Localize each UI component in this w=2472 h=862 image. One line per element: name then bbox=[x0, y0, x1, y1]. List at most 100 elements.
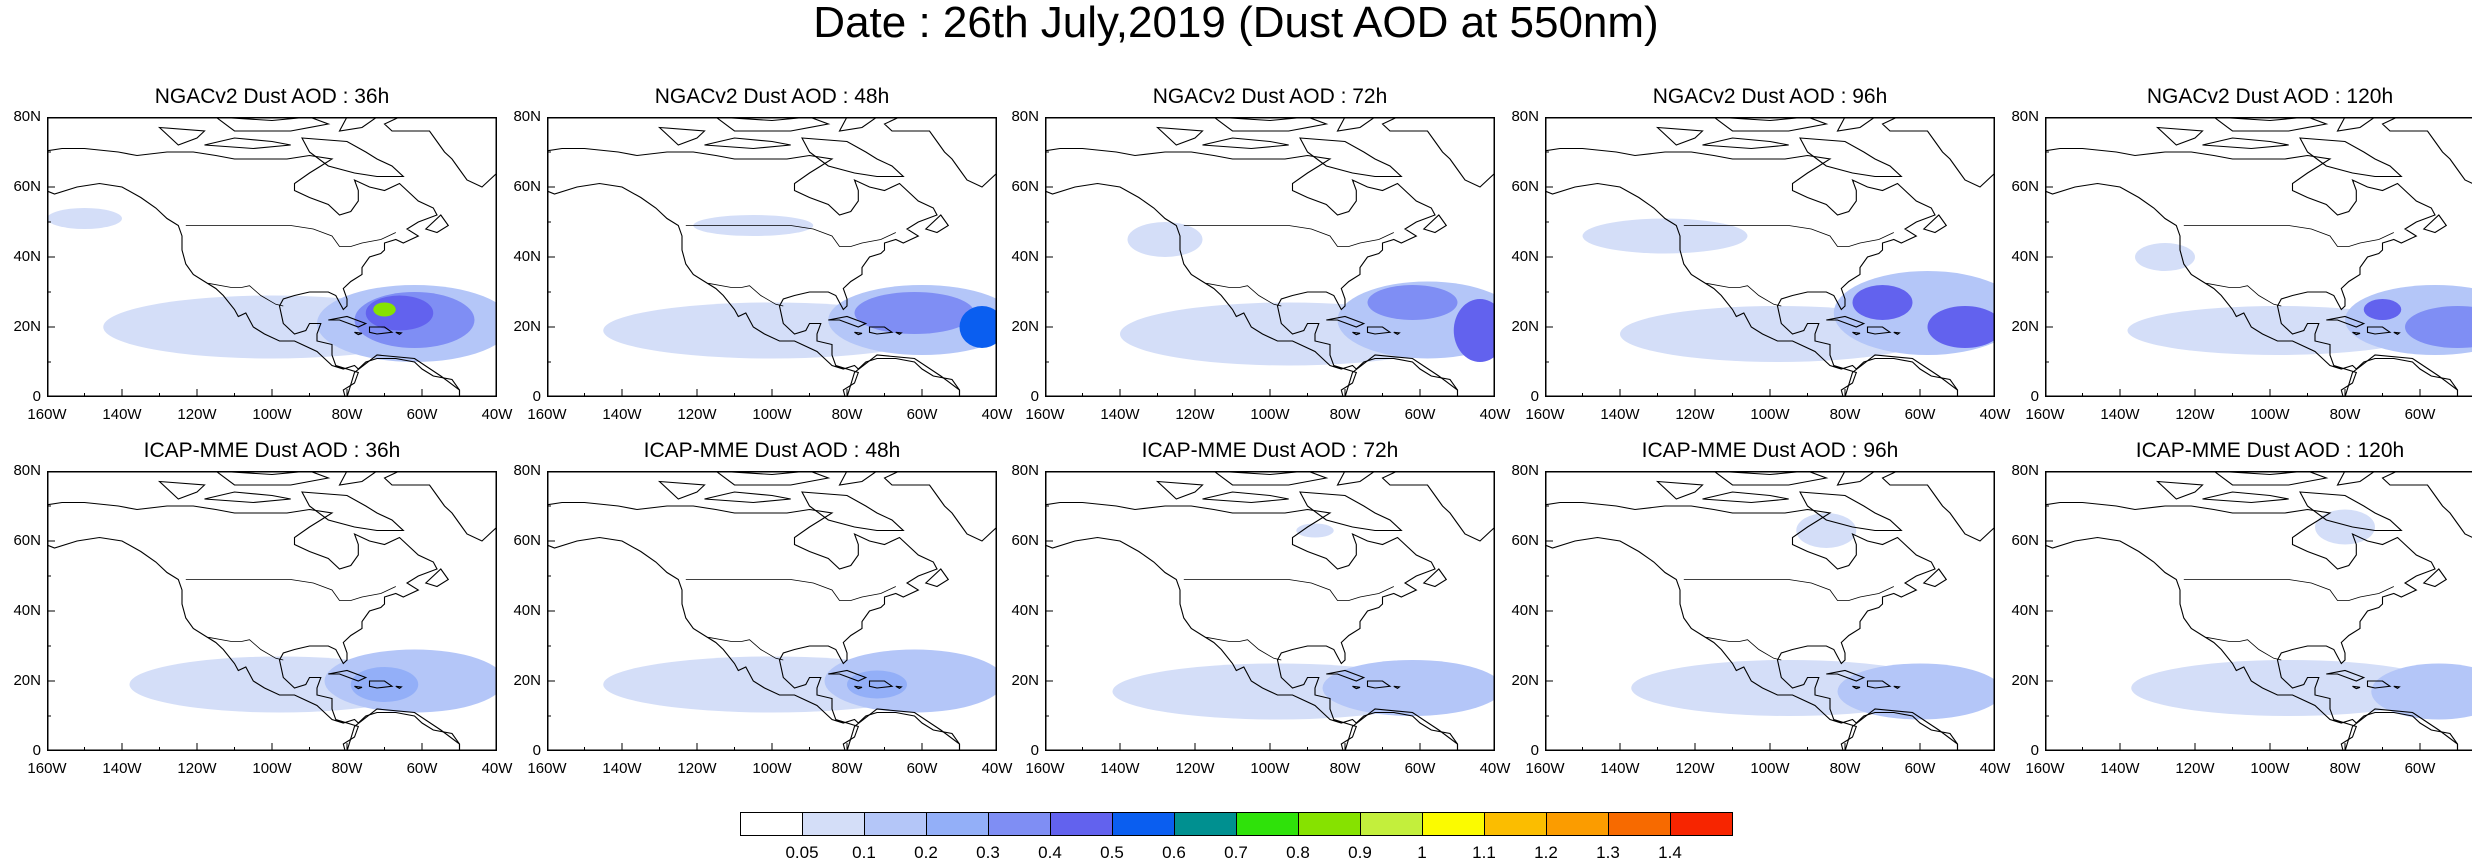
lat-label: 20N bbox=[13, 318, 41, 335]
country-border bbox=[185, 579, 396, 601]
country-border bbox=[1183, 579, 1394, 601]
coastline bbox=[1866, 680, 1892, 689]
map-panel: ICAP-MME Dust AOD : 72h 80N 60N 40N 20N 0 160W… bbox=[1011, 439, 1510, 777]
lat-label: 80N bbox=[1511, 108, 1539, 125]
coastline bbox=[2393, 685, 2401, 690]
dust-plume bbox=[1582, 218, 1748, 254]
lon-label: 140W bbox=[2100, 406, 2140, 423]
coastline bbox=[1866, 326, 1892, 335]
map-plot bbox=[1545, 117, 1995, 397]
colorbar-label: 0.05 bbox=[785, 843, 819, 862]
country-border bbox=[2206, 282, 2282, 307]
coastline bbox=[1381, 117, 1495, 188]
coastline bbox=[1799, 491, 1903, 532]
coastline bbox=[1702, 491, 1789, 504]
lon-label: 40W bbox=[981, 406, 1013, 423]
colorbar-swatch bbox=[1422, 812, 1485, 836]
coastline bbox=[801, 137, 905, 178]
lon-label: 80W bbox=[1829, 760, 1861, 777]
lat-label: 20N bbox=[1011, 318, 1039, 335]
lat-label: 20N bbox=[1011, 672, 1039, 689]
lon-label: 80W bbox=[831, 760, 863, 777]
map-panel: ICAP-MME Dust AOD : 48h 80N 60N 40N 20N 0 160W… bbox=[513, 439, 1012, 777]
coastline bbox=[2202, 491, 2289, 504]
lon-label: 140W bbox=[1600, 760, 1640, 777]
coastline bbox=[2299, 491, 2403, 532]
map-plot bbox=[47, 471, 497, 751]
panel-title: ICAP-MME Dust AOD : 72h bbox=[1141, 439, 1399, 462]
colorbar-label: 1 bbox=[1417, 843, 1427, 862]
coastline bbox=[1422, 568, 1448, 588]
coastline bbox=[2326, 315, 2366, 328]
coastline bbox=[846, 354, 961, 397]
coastline bbox=[1712, 117, 1829, 132]
dust-plume bbox=[373, 302, 396, 317]
coastline bbox=[1844, 354, 1959, 397]
coastline bbox=[1545, 501, 1959, 751]
coastline bbox=[895, 685, 903, 690]
lat-label: 60N bbox=[2011, 178, 2039, 195]
lat-label: 0 bbox=[1030, 742, 1039, 759]
country-border bbox=[1683, 579, 1894, 601]
country-border bbox=[185, 225, 396, 247]
coastline bbox=[47, 147, 461, 397]
coastline bbox=[395, 685, 403, 690]
lat-label: 0 bbox=[532, 742, 541, 759]
panel-title: NGACv2 Dust AOD : 120h bbox=[2146, 85, 2394, 108]
dust-plume bbox=[1296, 523, 1334, 538]
coastline bbox=[368, 680, 394, 689]
coastline-layer bbox=[547, 471, 997, 751]
coastline bbox=[1422, 214, 1448, 234]
lat-label: 60N bbox=[1511, 178, 1539, 195]
lat-label: 60N bbox=[513, 178, 541, 195]
coastline bbox=[868, 680, 894, 689]
coastline bbox=[2155, 126, 2204, 146]
dust-plume-layer bbox=[2131, 509, 2472, 720]
coastline bbox=[2352, 331, 2361, 336]
lat-label: 20N bbox=[513, 672, 541, 689]
lat-label: 0 bbox=[1530, 388, 1539, 405]
coastline bbox=[328, 669, 368, 682]
coastline bbox=[1893, 331, 1901, 336]
panel-title: ICAP-MME Dust AOD : 120h bbox=[2135, 439, 2405, 462]
coastline bbox=[801, 491, 905, 532]
country-border bbox=[685, 225, 896, 247]
coastline bbox=[1826, 669, 1866, 682]
colorbar-swatch bbox=[740, 812, 803, 836]
coastline bbox=[2422, 214, 2448, 234]
lon-label: 160W bbox=[1525, 760, 1565, 777]
dust-plume bbox=[350, 667, 419, 702]
coastline bbox=[828, 315, 868, 328]
lon-label: 100W bbox=[752, 760, 792, 777]
country-border bbox=[2206, 636, 2282, 661]
lon-label: 120W bbox=[1175, 760, 1215, 777]
lat-label: 80N bbox=[1011, 108, 1039, 125]
coastline bbox=[1326, 669, 1366, 682]
map-panel: NGACv2 Dust AOD : 120h 80N 60N 40N 20N 0 160W 1… bbox=[2011, 85, 2472, 423]
coastline bbox=[1393, 331, 1401, 336]
coastline bbox=[1212, 117, 1329, 132]
dust-plume bbox=[1796, 513, 1857, 548]
coastline bbox=[1836, 471, 1876, 486]
country-border bbox=[708, 636, 784, 661]
coastline bbox=[2326, 669, 2366, 682]
lat-label: 0 bbox=[532, 388, 541, 405]
coastline bbox=[1393, 685, 1401, 690]
coastline bbox=[704, 491, 791, 504]
coastline-layer bbox=[2045, 117, 2472, 397]
lon-label: 100W bbox=[1250, 406, 1290, 423]
country-border bbox=[208, 282, 284, 307]
dust-plume-layer bbox=[129, 649, 497, 713]
lon-label: 160W bbox=[527, 760, 567, 777]
coastline bbox=[1045, 147, 1459, 397]
lon-label: 80W bbox=[1329, 406, 1361, 423]
map-panel: NGACv2 Dust AOD : 96h 80N 60N 40N 20N 0 160W 14… bbox=[1511, 85, 2010, 423]
colorbar-swatch bbox=[926, 812, 989, 836]
lat-label: 0 bbox=[2030, 742, 2039, 759]
colorbar-label: 0.1 bbox=[852, 843, 876, 862]
colorbar-swatch bbox=[1236, 812, 1299, 836]
coastline bbox=[1381, 471, 1495, 542]
lat-label: 0 bbox=[32, 742, 41, 759]
coastline bbox=[2381, 117, 2472, 184]
coastline bbox=[338, 471, 378, 486]
